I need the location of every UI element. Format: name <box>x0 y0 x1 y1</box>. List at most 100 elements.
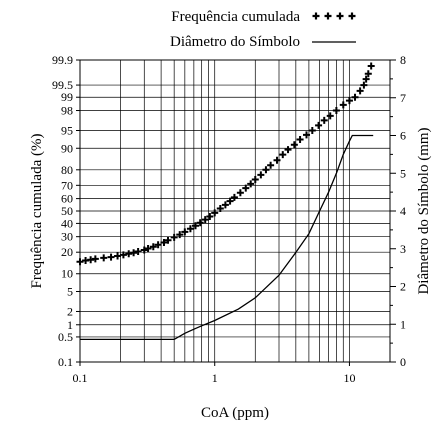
x-tick-label: 0.1 <box>73 371 88 385</box>
frequency-point <box>242 184 250 192</box>
legend-plus-markers <box>312 12 356 20</box>
frequency-point <box>351 93 359 101</box>
frequency-point <box>247 180 255 188</box>
y-left-tick-label: 80 <box>61 163 73 177</box>
frequency-point <box>160 238 168 246</box>
frequency-point <box>149 243 157 251</box>
frequency-point <box>356 87 364 95</box>
frequency-point <box>164 236 172 244</box>
y-left-tick-label: 10 <box>61 267 73 281</box>
frequency-point <box>236 189 244 197</box>
frequency-point <box>130 249 138 257</box>
frequency-point <box>134 248 142 256</box>
y-left-tick-label: 0.5 <box>58 330 73 344</box>
frequency-point <box>192 222 200 230</box>
y-right-tick-label: 2 <box>400 280 406 294</box>
frequency-point <box>296 135 304 143</box>
frequency-point <box>267 161 275 169</box>
y-right-tick-label: 7 <box>400 91 406 105</box>
frequency-point <box>326 112 334 120</box>
frequency-point <box>230 193 238 201</box>
frequency-point <box>257 171 265 179</box>
frequency-point <box>119 251 127 259</box>
y-left-tick-label: 30 <box>61 230 73 244</box>
y-right-tick-label: 0 <box>400 355 406 369</box>
cumulative-frequency-points <box>76 62 375 266</box>
symbol-diameter-curve <box>80 134 374 341</box>
y-right-tick-label: 1 <box>400 317 406 331</box>
y-left-tick-label: 0.1 <box>58 355 73 369</box>
y-right-tick-label: 5 <box>400 166 406 180</box>
x-tick-label: 10 <box>343 371 355 385</box>
frequency-point <box>91 255 99 263</box>
y-right-axis-title: Diâmetro do Símbolo (mm) <box>416 127 432 294</box>
legend-plus-marker <box>324 12 332 20</box>
y-right-tick-label: 3 <box>400 242 406 256</box>
legend-plus-marker <box>348 12 356 20</box>
y-left-axis-title: Frequência cumulada (%) <box>29 134 45 289</box>
y-left-tick-label: 95 <box>61 123 73 137</box>
tick-marks <box>76 59 396 366</box>
frequency-point <box>367 62 375 70</box>
frequency-point <box>201 216 209 224</box>
y-left-tick-label: 5 <box>67 285 73 299</box>
frequency-point <box>226 197 234 205</box>
y-left-tick-label: 99.5 <box>52 78 73 92</box>
x-tick-label: 1 <box>212 371 218 385</box>
frequency-point <box>144 244 152 252</box>
y-left-tick-label: 60 <box>61 192 73 206</box>
frequency-point <box>362 75 370 83</box>
frequency-point <box>360 81 368 89</box>
x-axis-title: CoA (ppm) <box>201 405 269 421</box>
y-left-tick-label: 99 <box>61 90 73 104</box>
frequency-point <box>273 156 281 164</box>
y-left-tick-label: 40 <box>61 216 73 230</box>
frequency-point <box>125 250 133 258</box>
legend-plus-marker <box>312 12 320 20</box>
y-right-tick-label: 8 <box>400 53 406 67</box>
frequency-point <box>154 241 162 249</box>
frequency-point <box>251 176 259 184</box>
frequency-point <box>290 141 298 149</box>
y-left-tick-label: 99.9 <box>52 53 73 67</box>
frequency-point <box>339 101 347 109</box>
y-left-tick-label: 1 <box>67 318 73 332</box>
frequency-point <box>100 254 108 262</box>
frequency-point <box>308 126 316 134</box>
frequency-point <box>216 205 224 213</box>
frequency-point <box>315 121 323 129</box>
y-left-tick-label: 20 <box>61 245 73 259</box>
frequency-point <box>107 253 115 261</box>
frequency-point <box>176 231 184 239</box>
y-left-tick-label: 2 <box>67 304 73 318</box>
frequency-point <box>345 97 353 105</box>
y-left-tick-label: 98 <box>61 104 73 118</box>
frequency-point <box>284 146 292 154</box>
frequency-point <box>211 209 219 217</box>
frequency-point <box>76 258 84 266</box>
tick-labels: 0.10.512510203040506070809095989999.599.… <box>52 53 406 385</box>
y-left-tick-label: 50 <box>61 204 73 218</box>
legend-label-frequency: Frequência cumulada <box>171 9 300 25</box>
y-left-tick-label: 90 <box>61 141 73 155</box>
legend-label-diameter: Diâmetro do Símbolo <box>170 34 300 50</box>
frequency-point <box>140 246 148 254</box>
y-right-tick-label: 4 <box>400 204 406 218</box>
symbol-diameter-line <box>80 134 374 341</box>
frequency-point <box>196 219 204 227</box>
frequency-point <box>320 116 328 124</box>
frequency-point <box>186 225 194 233</box>
frequency-point <box>170 233 178 241</box>
frequency-point <box>364 70 372 78</box>
frequency-point <box>332 107 340 115</box>
frequency-point <box>262 166 270 174</box>
legend: Frequência cumulada Diâmetro do Símbolo <box>170 9 356 50</box>
frequency-point <box>114 252 122 260</box>
frequency-point <box>206 213 214 221</box>
y-left-tick-label: 70 <box>61 178 73 192</box>
legend-plus-marker <box>336 12 344 20</box>
y-right-tick-label: 6 <box>400 129 406 143</box>
frequency-point <box>221 201 229 209</box>
frequency-point <box>279 151 287 159</box>
